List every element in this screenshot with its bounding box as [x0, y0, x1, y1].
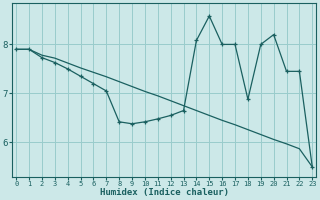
X-axis label: Humidex (Indice chaleur): Humidex (Indice chaleur) [100, 188, 229, 197]
